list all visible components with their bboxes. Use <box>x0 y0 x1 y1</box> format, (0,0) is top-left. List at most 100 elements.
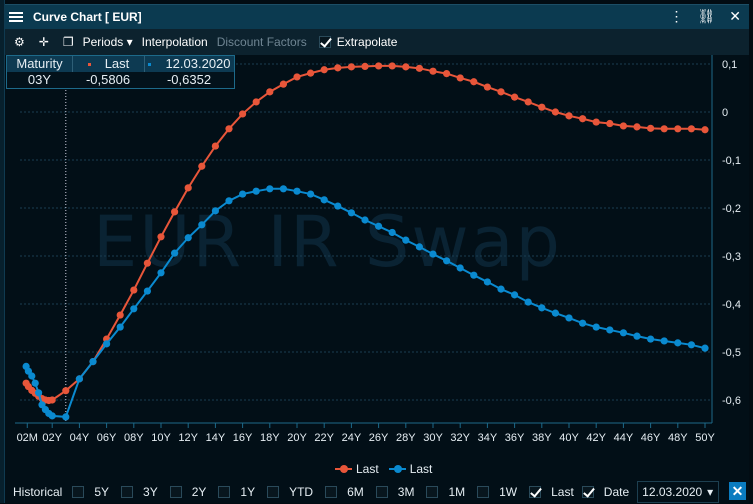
data-point <box>701 344 709 352</box>
data-point <box>266 185 274 193</box>
x-tick-label: 16Y <box>233 432 253 444</box>
historical-option-5y[interactable]: 5Y <box>72 485 109 499</box>
data-point <box>225 125 233 133</box>
chevron-down-icon: ▾ <box>707 485 714 499</box>
data-point <box>307 190 315 198</box>
historical-option-last[interactable]: Last <box>529 485 574 499</box>
historical-checkbox[interactable] <box>529 486 542 498</box>
extrapolate-checkbox[interactable] <box>318 36 331 48</box>
historical-checkbox[interactable] <box>477 486 490 498</box>
data-point <box>456 74 464 82</box>
data-point <box>687 341 696 349</box>
x-tick-label: 26Y <box>369 432 389 444</box>
chart-legend: Last Last <box>335 462 432 476</box>
periods-dropdown[interactable]: Periods ▾ <box>82 35 133 49</box>
historical-checkbox[interactable] <box>375 486 388 498</box>
historical-option-ytd[interactable]: YTD <box>267 485 313 499</box>
data-point <box>415 243 423 251</box>
x-tick-label: 36Y <box>505 432 525 444</box>
data-point <box>483 278 491 286</box>
x-tick-label: 12Y <box>178 432 198 444</box>
unlink-icon[interactable]: ⛓ <box>697 8 716 24</box>
data-point <box>75 375 83 383</box>
data-point <box>35 389 43 397</box>
window-title: Curve Chart [ EUR] <box>33 10 142 24</box>
historical-checkbox[interactable] <box>121 486 134 498</box>
extrapolate-toggle[interactable]: Extrapolate <box>318 35 397 49</box>
copy-window-icon[interactable]: ❐ <box>62 35 74 49</box>
data-point <box>606 119 614 128</box>
data-point <box>375 62 383 70</box>
data-point <box>279 80 287 88</box>
maturity-value: 03Y <box>27 72 52 87</box>
data-point <box>307 69 315 77</box>
data-point <box>538 103 546 111</box>
historical-checkbox[interactable] <box>72 486 85 498</box>
x-tick-label: 44Y <box>614 432 634 444</box>
historical-checkbox[interactable] <box>218 486 231 498</box>
data-point <box>524 98 532 106</box>
watermark: EUR IR Swap <box>93 201 562 283</box>
close-icon[interactable]: ✕ <box>729 8 741 24</box>
historical-checkbox[interactable] <box>325 486 338 498</box>
historical-option-1w[interactable]: 1W <box>477 485 517 499</box>
data-point <box>660 125 668 133</box>
crosshair-icon[interactable]: ✛ <box>38 35 49 49</box>
y-tick-label: 0 <box>722 107 728 119</box>
data-point <box>62 387 70 395</box>
title-bar: Curve Chart [ EUR] ⋮ ⛓ ✕ <box>5 5 749 29</box>
more-options-icon[interactable]: ⋮ <box>669 8 684 24</box>
data-point <box>483 83 491 91</box>
data-point <box>456 264 464 272</box>
date-select[interactable]: 12.03.2020 ▾ <box>637 481 720 503</box>
y-tick-label: -0,1 <box>722 155 741 167</box>
historical-checkbox[interactable] <box>169 486 182 498</box>
historical-option-2y[interactable]: 2Y <box>169 485 206 499</box>
historical-option-3m[interactable]: 3M <box>375 485 414 499</box>
data-point <box>429 67 437 75</box>
x-tick-label: 48Y <box>668 432 688 444</box>
x-tick-label: 28Y <box>396 432 416 444</box>
y-tick-label: -0,6 <box>722 395 741 407</box>
historical-option-label: 1M <box>448 485 466 499</box>
historical-option-label: Last <box>551 485 574 499</box>
historical-option-label: 3Y <box>143 485 158 499</box>
historical-checkbox[interactable] <box>581 486 594 498</box>
x-tick-label: 32Y <box>450 432 470 444</box>
historical-option-1y[interactable]: 1Y <box>218 485 255 499</box>
historical-option-label: 5Y <box>94 485 110 499</box>
interpolation-button[interactable]: Interpolation <box>141 35 208 49</box>
legend-item-date[interactable]: Last <box>388 462 432 476</box>
data-point <box>524 298 532 306</box>
data-point <box>429 250 437 258</box>
data-point <box>266 88 274 96</box>
data-point <box>402 236 410 244</box>
data-point <box>579 319 587 327</box>
gear-icon[interactable]: ⚙ <box>14 35 25 49</box>
data-point <box>565 112 573 120</box>
series-line-last <box>25 64 706 402</box>
discount-factors-button[interactable]: Discount Factors <box>216 35 307 49</box>
data-point <box>633 332 641 340</box>
historical-option-date[interactable]: Date <box>581 485 629 499</box>
historical-checkbox[interactable] <box>267 486 280 498</box>
historical-option-3y[interactable]: 3Y <box>121 485 158 499</box>
data-point <box>211 207 219 215</box>
x-tick-label: 14Y <box>206 432 226 444</box>
data-point <box>361 216 369 224</box>
last-value: -0,5806 <box>85 72 131 87</box>
maturity-header: Maturity <box>16 56 63 71</box>
data-point <box>443 70 451 78</box>
historical-option-6m[interactable]: 6M <box>325 485 364 499</box>
data-point <box>130 286 138 294</box>
data-point <box>647 124 655 132</box>
historical-option-1m[interactable]: 1M <box>426 485 465 499</box>
historical-checkbox[interactable] <box>426 486 439 498</box>
data-point <box>592 118 600 126</box>
data-point <box>184 234 192 242</box>
data-point <box>551 108 560 116</box>
close-historical-button[interactable]: ✕ <box>729 482 746 500</box>
curve-chart[interactable]: 0,1 0 -0,1 -0,2 -0,3 -0,4 -0,5 -0,6 02M 02Y 04Y 06Y… <box>5 5 749 465</box>
legend-item-last[interactable]: Last <box>335 462 379 476</box>
hamburger-menu-icon[interactable] <box>9 10 23 24</box>
